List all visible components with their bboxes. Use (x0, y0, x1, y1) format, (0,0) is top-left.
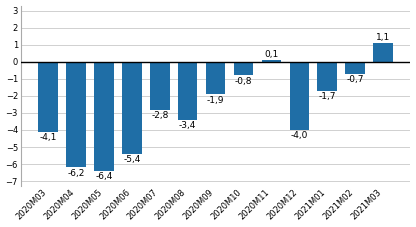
Bar (345, 62, 365, 74)
Bar (373, 43, 393, 62)
Text: 0,1: 0,1 (264, 50, 278, 59)
Text: -6,2: -6,2 (67, 169, 85, 178)
Text: -1,9: -1,9 (207, 96, 224, 105)
Text: -3,4: -3,4 (179, 121, 196, 130)
Text: -2,8: -2,8 (151, 111, 168, 120)
Bar (66, 62, 86, 168)
Bar (290, 62, 309, 130)
Bar (234, 62, 253, 75)
Text: -0,8: -0,8 (235, 77, 252, 86)
Bar (178, 62, 198, 120)
Bar (206, 62, 225, 94)
Text: -4,0: -4,0 (291, 131, 308, 140)
Text: -4,1: -4,1 (40, 133, 57, 142)
Text: -0,7: -0,7 (346, 75, 364, 84)
Bar (317, 62, 337, 91)
Bar (262, 60, 281, 62)
Bar (38, 62, 58, 132)
Bar (150, 62, 170, 109)
Bar (94, 62, 114, 171)
Text: -1,7: -1,7 (318, 92, 336, 101)
Text: -5,4: -5,4 (123, 155, 141, 164)
Bar (122, 62, 141, 154)
Text: 1,1: 1,1 (376, 33, 390, 42)
Text: -6,4: -6,4 (95, 172, 113, 181)
